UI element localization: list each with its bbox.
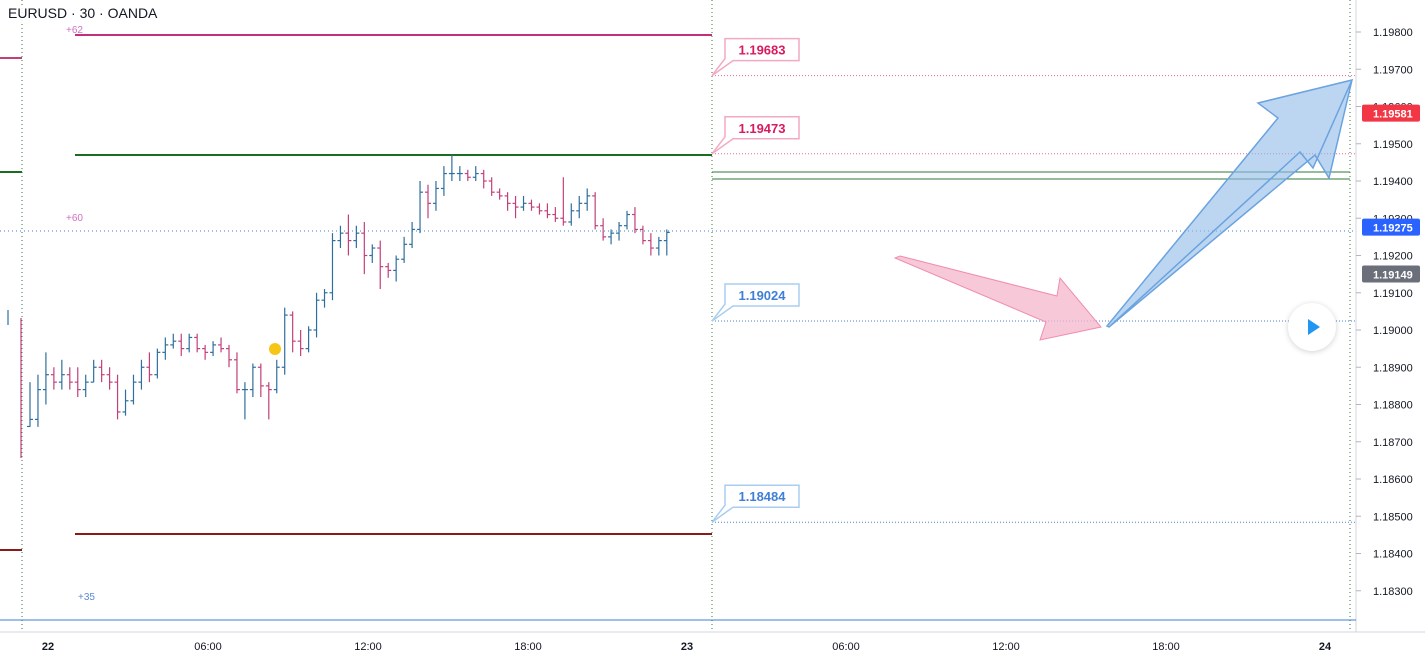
symbol-header[interactable]: EURUSD · 30 · OANDA: [4, 5, 162, 21]
range-annotation: +35: [78, 592, 95, 603]
play-icon: [1307, 319, 1320, 335]
symbol-broker: OANDA: [107, 5, 158, 21]
play-button[interactable]: [1288, 303, 1336, 351]
price-badge-label: 1.19275: [1373, 223, 1413, 235]
level-callout: [711, 37, 800, 77]
price-badge-label: 1.19581: [1373, 109, 1413, 121]
level-callout: [711, 484, 800, 523]
symbol-interval: 30: [79, 5, 96, 21]
y-tick-label: 1.19500: [1373, 139, 1413, 151]
x-tick-label: 23: [681, 641, 693, 653]
y-tick-label: 1.19700: [1373, 64, 1413, 76]
x-tick-label: 22: [42, 641, 54, 653]
y-tick-label: 1.18500: [1373, 511, 1413, 523]
range-annotation: +62: [66, 25, 83, 36]
level-label: 1.19683: [739, 43, 786, 58]
symbol-name: EURUSD: [8, 5, 68, 21]
y-tick-label: 1.19000: [1373, 325, 1413, 337]
price-badge-label: 1.19149: [1373, 269, 1413, 281]
event-marker: [269, 343, 281, 355]
y-tick-label: 1.19100: [1373, 288, 1413, 300]
level-label: 1.18484: [739, 489, 787, 504]
level-callout: [711, 283, 800, 322]
price-badge: [1362, 218, 1420, 236]
header-separator: ·: [99, 5, 104, 21]
y-tick-label: 1.19800: [1373, 27, 1413, 39]
x-tick-label: 06:00: [194, 641, 222, 653]
y-tick-label: 1.18600: [1373, 474, 1413, 486]
y-tick-label: 1.18700: [1373, 437, 1413, 449]
x-tick-label: 12:00: [354, 641, 382, 653]
header-separator: ·: [71, 5, 76, 21]
level-callout: [711, 116, 800, 155]
blue-arrow: [1105, 78, 1354, 328]
y-tick-label: 1.19400: [1373, 176, 1413, 188]
y-tick-label: 1.18900: [1373, 362, 1413, 374]
x-tick-label: 12:00: [992, 641, 1020, 653]
pink-arrow: [893, 255, 1102, 341]
y-tick-label: 1.18800: [1373, 400, 1413, 412]
y-tick-label: 1.19200: [1373, 251, 1413, 263]
x-tick-label: 24: [1319, 641, 1332, 653]
x-tick-label: 18:00: [514, 641, 542, 653]
price-badge: [1362, 265, 1420, 283]
price-badge: [1362, 104, 1420, 122]
y-tick-label: 1.18400: [1373, 549, 1413, 561]
y-tick-label: 1.18300: [1373, 586, 1413, 598]
level-label: 1.19024: [739, 288, 787, 303]
range-annotation: +60: [66, 213, 83, 224]
level-label: 1.19473: [739, 121, 786, 136]
x-tick-label: 18:00: [1152, 641, 1180, 653]
x-tick-label: 06:00: [832, 641, 860, 653]
